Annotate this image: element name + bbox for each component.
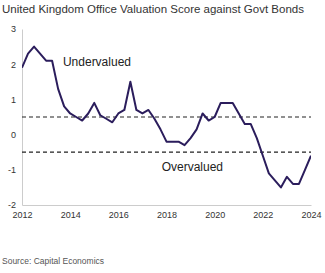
y-tick: -1 (8, 165, 22, 175)
chart: United Kingdom Office Valuation Score ag… (0, 0, 325, 273)
reference-line (22, 152, 311, 153)
x-axis-line (23, 205, 312, 206)
y-tick-label: 2 (11, 60, 16, 70)
x-axis: 2012 2014 2016 2018 2020 2022 2024 (12, 205, 321, 220)
y-tick-label: -1 (8, 165, 16, 175)
x-tick: 2022 (253, 205, 273, 220)
x-tick-label: 2014 (61, 210, 81, 220)
y-tick-label: -2 (8, 200, 16, 210)
plot: -2 -1 0 1 2 3 2012 2014 2016 2018 2020 2022 2024 Unde… (8, 24, 322, 220)
y-tick-label: 1 (11, 95, 16, 105)
title: United Kingdom Office Valuation Score ag… (2, 3, 304, 15)
x-tick-label: 2016 (109, 210, 129, 220)
x-tick: 2024 (301, 205, 321, 220)
y-tick-label: 0 (11, 130, 16, 140)
y-axis: -2 -1 0 1 2 3 (8, 24, 23, 210)
x-tick-label: 2020 (205, 210, 225, 220)
x-tick-label: 2018 (157, 210, 177, 220)
y-tick: -2 (8, 200, 22, 210)
reference-line (22, 116, 311, 117)
source: Source: Capital Economics (2, 256, 104, 266)
x-tick: 2014 (61, 205, 81, 220)
y-tick: 0 (11, 130, 22, 140)
x-tick-label: 2024 (301, 210, 321, 220)
x-tick: 2018 (157, 205, 177, 220)
marks (22, 47, 311, 188)
y-tick-label: 3 (11, 24, 16, 34)
annotation: Overvalued (162, 160, 223, 174)
series-line (22, 47, 311, 188)
y-tick: 3 (11, 24, 22, 34)
x-tick-label: 2012 (12, 210, 32, 220)
x-tick-label: 2022 (253, 210, 273, 220)
x-tick: 2016 (109, 205, 129, 220)
y-tick: 1 (11, 95, 22, 105)
y-tick: 2 (11, 60, 22, 70)
annotation: Undervalued (63, 55, 131, 69)
x-tick: 2020 (205, 205, 225, 220)
x-tick: 2012 (12, 205, 32, 220)
